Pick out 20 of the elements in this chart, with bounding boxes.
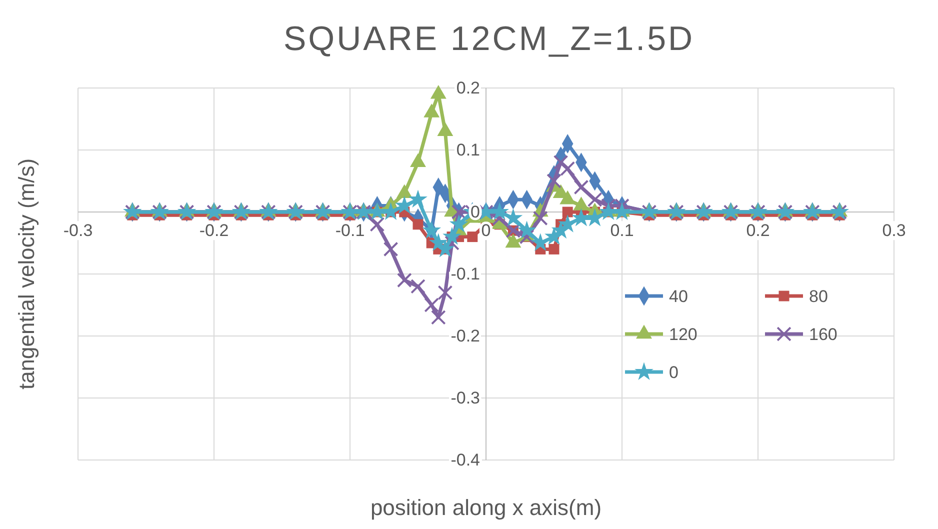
x-tick-label: 0.2 — [746, 221, 770, 240]
legend-label: 80 — [809, 287, 828, 306]
y-tick-label: -0.2 — [450, 326, 480, 346]
x-tick-label: -0.3 — [63, 221, 93, 240]
legend-label: 0 — [669, 363, 678, 382]
y-axis-title: tangential velocity (m/s) — [14, 158, 39, 390]
x-tick-label: -0.1 — [335, 221, 365, 240]
x-tick-label: 0.1 — [610, 221, 634, 240]
y-tick-label: 0.1 — [456, 140, 480, 160]
legend-label: 120 — [669, 325, 698, 344]
y-tick-label: 0.2 — [456, 78, 480, 98]
y-tick-label: -0.4 — [450, 450, 480, 470]
y-tick-label: -0.3 — [450, 388, 480, 408]
chart-title: SQUARE 12CM_Z=1.5D — [283, 20, 695, 58]
y-tick-label: -0.1 — [450, 264, 480, 284]
x-axis-title: position along x axis(m) — [370, 495, 602, 520]
x-tick-label: 0.3 — [882, 221, 906, 240]
x-tick-label: -0.2 — [199, 221, 229, 240]
legend-label: 160 — [809, 325, 838, 344]
legend-label: 40 — [669, 287, 688, 306]
